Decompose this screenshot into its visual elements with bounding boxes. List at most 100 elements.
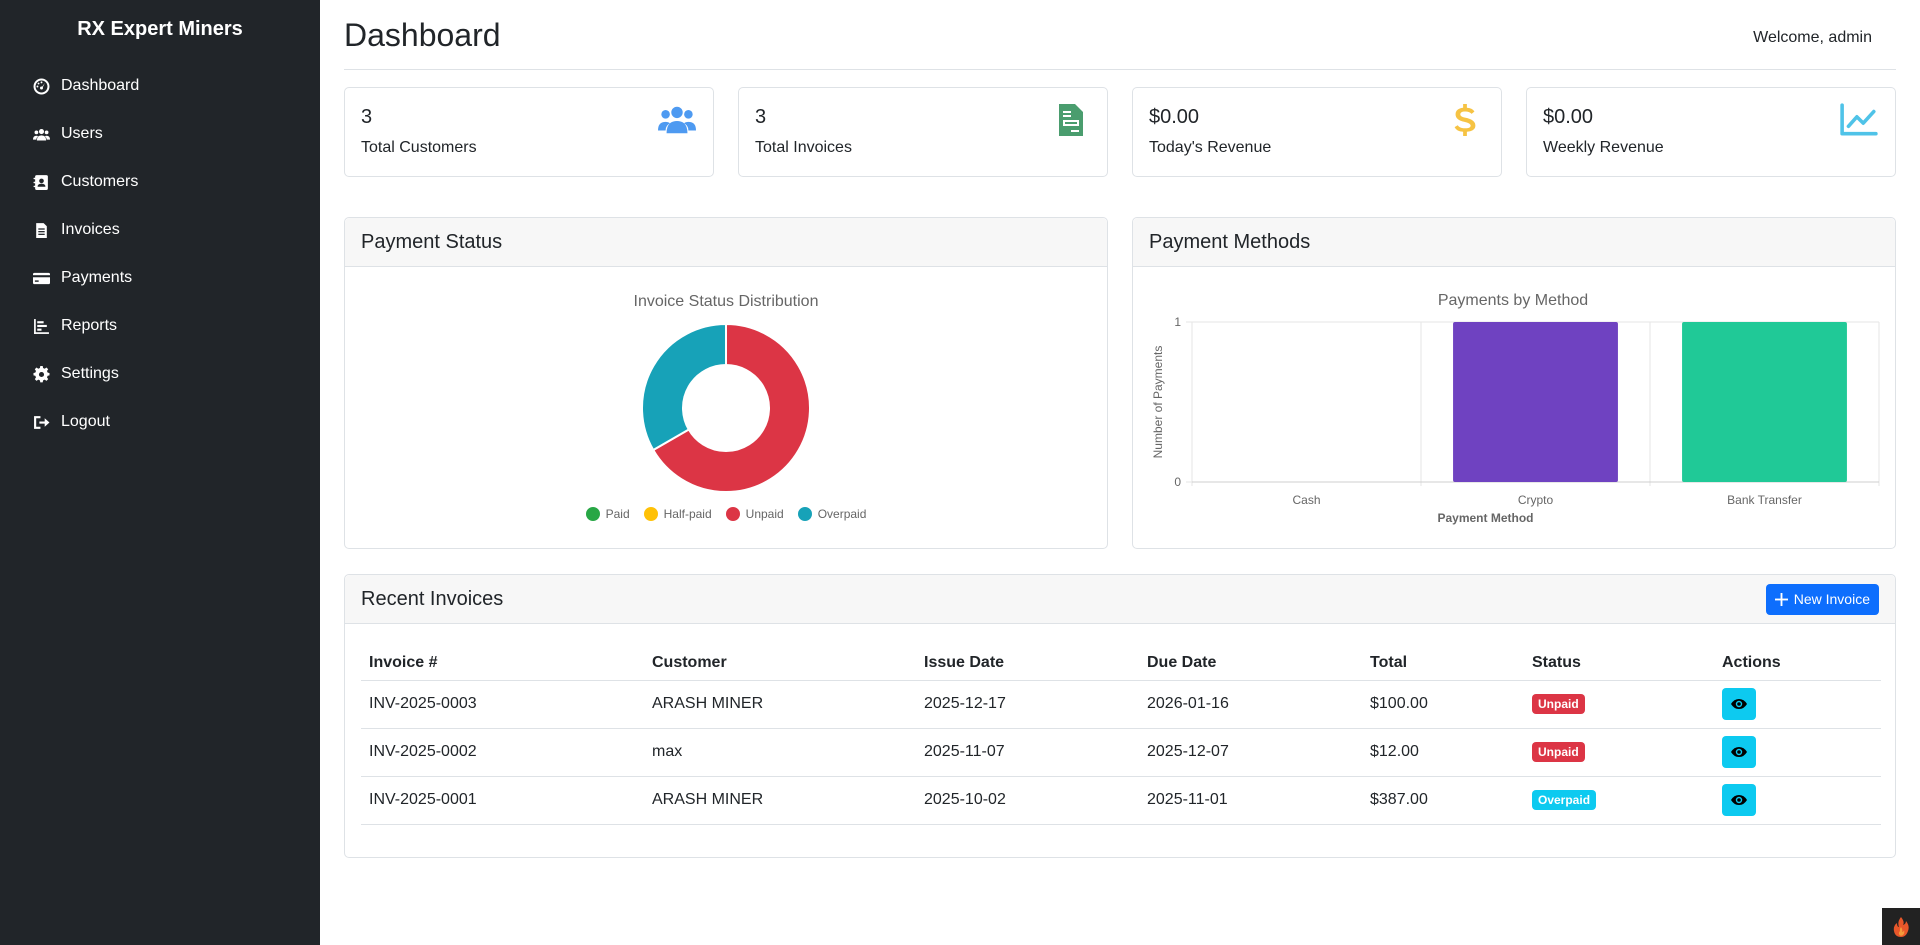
issue-date: 2025-12-17 (916, 680, 1139, 729)
legend-swatch (643, 507, 658, 521)
bar-bank-transfer (1682, 322, 1847, 482)
gear-icon (31, 365, 51, 383)
sidebar-item-label: Settings (61, 365, 119, 382)
topbar: Dashboard Welcome, admin (344, 0, 1896, 70)
recent-invoices-card: Recent Invoices New Invoice Invoice # Cu… (344, 574, 1896, 858)
stat-label: Today's Revenue (1149, 139, 1272, 156)
sidebar-item-payments[interactable]: Payments (0, 254, 320, 302)
view-invoice-button[interactable] (1722, 736, 1756, 768)
status-badge: Unpaid (1532, 742, 1585, 762)
stat-card-todays-revenue: $0.00 Today's Revenue (1132, 87, 1502, 177)
stat-label: Total Invoices (755, 139, 852, 156)
brand-title: RX Expert Miners (77, 18, 243, 40)
legend-item[interactable]: Half-paid (643, 507, 712, 521)
chart-legend: Paid Half-paid Unpaid Overpaid (345, 507, 1107, 521)
card-title: Payment Status (361, 230, 503, 253)
sidebar-item-dashboard[interactable]: Dashboard (0, 62, 320, 110)
legend-swatch (725, 507, 740, 521)
stat-value: $0.00 (1149, 106, 1200, 128)
sidebar-item-reports[interactable]: Reports (0, 302, 320, 350)
table-wrapper: Invoice # Customer Issue Date Due Date T… (345, 624, 1895, 825)
invoice-total: $12.00 (1362, 728, 1524, 777)
x-tick-label: Cash (1292, 493, 1320, 507)
issue-date: 2025-11-07 (916, 728, 1139, 777)
file-invoice-icon (31, 221, 51, 239)
column-header: Actions (1714, 640, 1881, 681)
sidebar-item-label: Invoices (61, 221, 120, 238)
customer-name: ARASH MINER (644, 776, 916, 825)
x-tick-label: Bank Transfer (1727, 493, 1802, 507)
column-header: Invoice # (361, 640, 644, 681)
customer-name: ARASH MINER (644, 680, 916, 729)
new-invoice-label: New Invoice (1793, 591, 1870, 607)
column-header: Due Date (1139, 640, 1362, 681)
recent-invoices-table: Invoice # Customer Issue Date Due Date T… (361, 640, 1881, 825)
card-title: Recent Invoices (361, 587, 504, 610)
sidebar-item-customers[interactable]: Customers (0, 158, 320, 206)
card-header: Payment Methods (1133, 218, 1895, 267)
column-header: Status (1524, 640, 1714, 681)
x-tick-label: Crypto (1518, 493, 1554, 507)
legend-swatch (585, 507, 600, 521)
tachometer-icon (31, 77, 51, 95)
sidebar-item-invoices[interactable]: Invoices (0, 206, 320, 254)
legend-item[interactable]: Overpaid (797, 507, 867, 521)
plus-icon (1774, 592, 1788, 606)
x-axis-label: Payment Method (1437, 511, 1533, 525)
status-badge: Overpaid (1532, 790, 1597, 810)
stat-label: Total Customers (361, 139, 477, 156)
credit-card-icon (31, 269, 51, 287)
bar-crypto (1453, 322, 1618, 482)
invoice-status-chart: Invoice Status Distribution Paid Half-pai… (345, 267, 1107, 549)
sidebar-item-label: Users (61, 125, 103, 142)
column-header: Issue Date (916, 640, 1139, 681)
invoice-total: $387.00 (1362, 776, 1524, 825)
view-invoice-button[interactable] (1722, 784, 1756, 816)
pie-slice-overpaid (641, 322, 727, 452)
payment-status-card: Payment Status Invoice Status Distributi… (344, 217, 1108, 549)
y-tick-label: 0 (1174, 475, 1181, 489)
legend-label: Paid (605, 507, 630, 521)
table-row: INV-2025-0003 ARASH MINER 2025-12-17 202… (361, 680, 1881, 729)
legend-item[interactable]: Unpaid (725, 507, 784, 521)
charts-row: Payment Status Invoice Status Distributi… (344, 217, 1896, 549)
issue-date: 2025-10-02 (916, 776, 1139, 825)
sidebar-item-label: Reports (61, 317, 118, 334)
eye-icon (1731, 699, 1747, 709)
file-invoice-icon (1051, 102, 1091, 138)
main-content: Dashboard Welcome, admin 3 Total Custome… (344, 0, 1896, 858)
card-title: Payment Methods (1149, 230, 1311, 253)
customer-name: max (644, 728, 916, 777)
debug-toolbar-button[interactable] (1882, 908, 1920, 945)
sidebar-item-users[interactable]: Users (0, 110, 320, 158)
chart-bar-icon (31, 317, 51, 335)
sidebar-item-label: Dashboard (61, 77, 140, 94)
stat-card-weekly-revenue: $0.00 Weekly Revenue (1526, 87, 1896, 177)
legend-label: Overpaid (817, 507, 867, 521)
invoice-number: INV-2025-0003 (361, 680, 644, 729)
stat-value: 3 (755, 106, 767, 128)
y-axis-label: Number of Payments (1151, 346, 1165, 459)
legend-label: Half-paid (663, 507, 712, 521)
sign-out-icon (31, 413, 51, 431)
card-header: Payment Status (345, 218, 1107, 267)
y-tick-label: 1 (1174, 315, 1181, 329)
stat-card-total-invoices: 3 Total Invoices (738, 87, 1108, 177)
chart-title: Invoice Status Distribution (633, 293, 819, 310)
table-header-row: Invoice # Customer Issue Date Due Date T… (361, 640, 1881, 681)
table-row: INV-2025-0002 max 2025-11-07 2025-12-07 … (361, 728, 1881, 777)
invoice-total: $100.00 (1362, 680, 1524, 729)
sidebar: RX Expert Miners Dashboard Users Custome… (0, 0, 320, 945)
flame-icon (1893, 916, 1909, 937)
new-invoice-button[interactable]: New Invoice (1765, 583, 1879, 615)
due-date: 2026-01-16 (1139, 680, 1362, 729)
card-header: Recent Invoices New Invoice (345, 575, 1895, 624)
legend-item[interactable]: Paid (585, 507, 630, 521)
view-invoice-button[interactable] (1722, 688, 1756, 720)
stats-row: 3 Total Customers 3 Total Invoices $0.00… (344, 87, 1896, 177)
legend-swatch (797, 507, 812, 521)
welcome-text: Welcome, admin (1753, 28, 1872, 46)
pie-slice-unpaid (651, 322, 811, 493)
sidebar-item-settings[interactable]: Settings (0, 350, 320, 398)
sidebar-item-logout[interactable]: Logout (0, 398, 320, 446)
